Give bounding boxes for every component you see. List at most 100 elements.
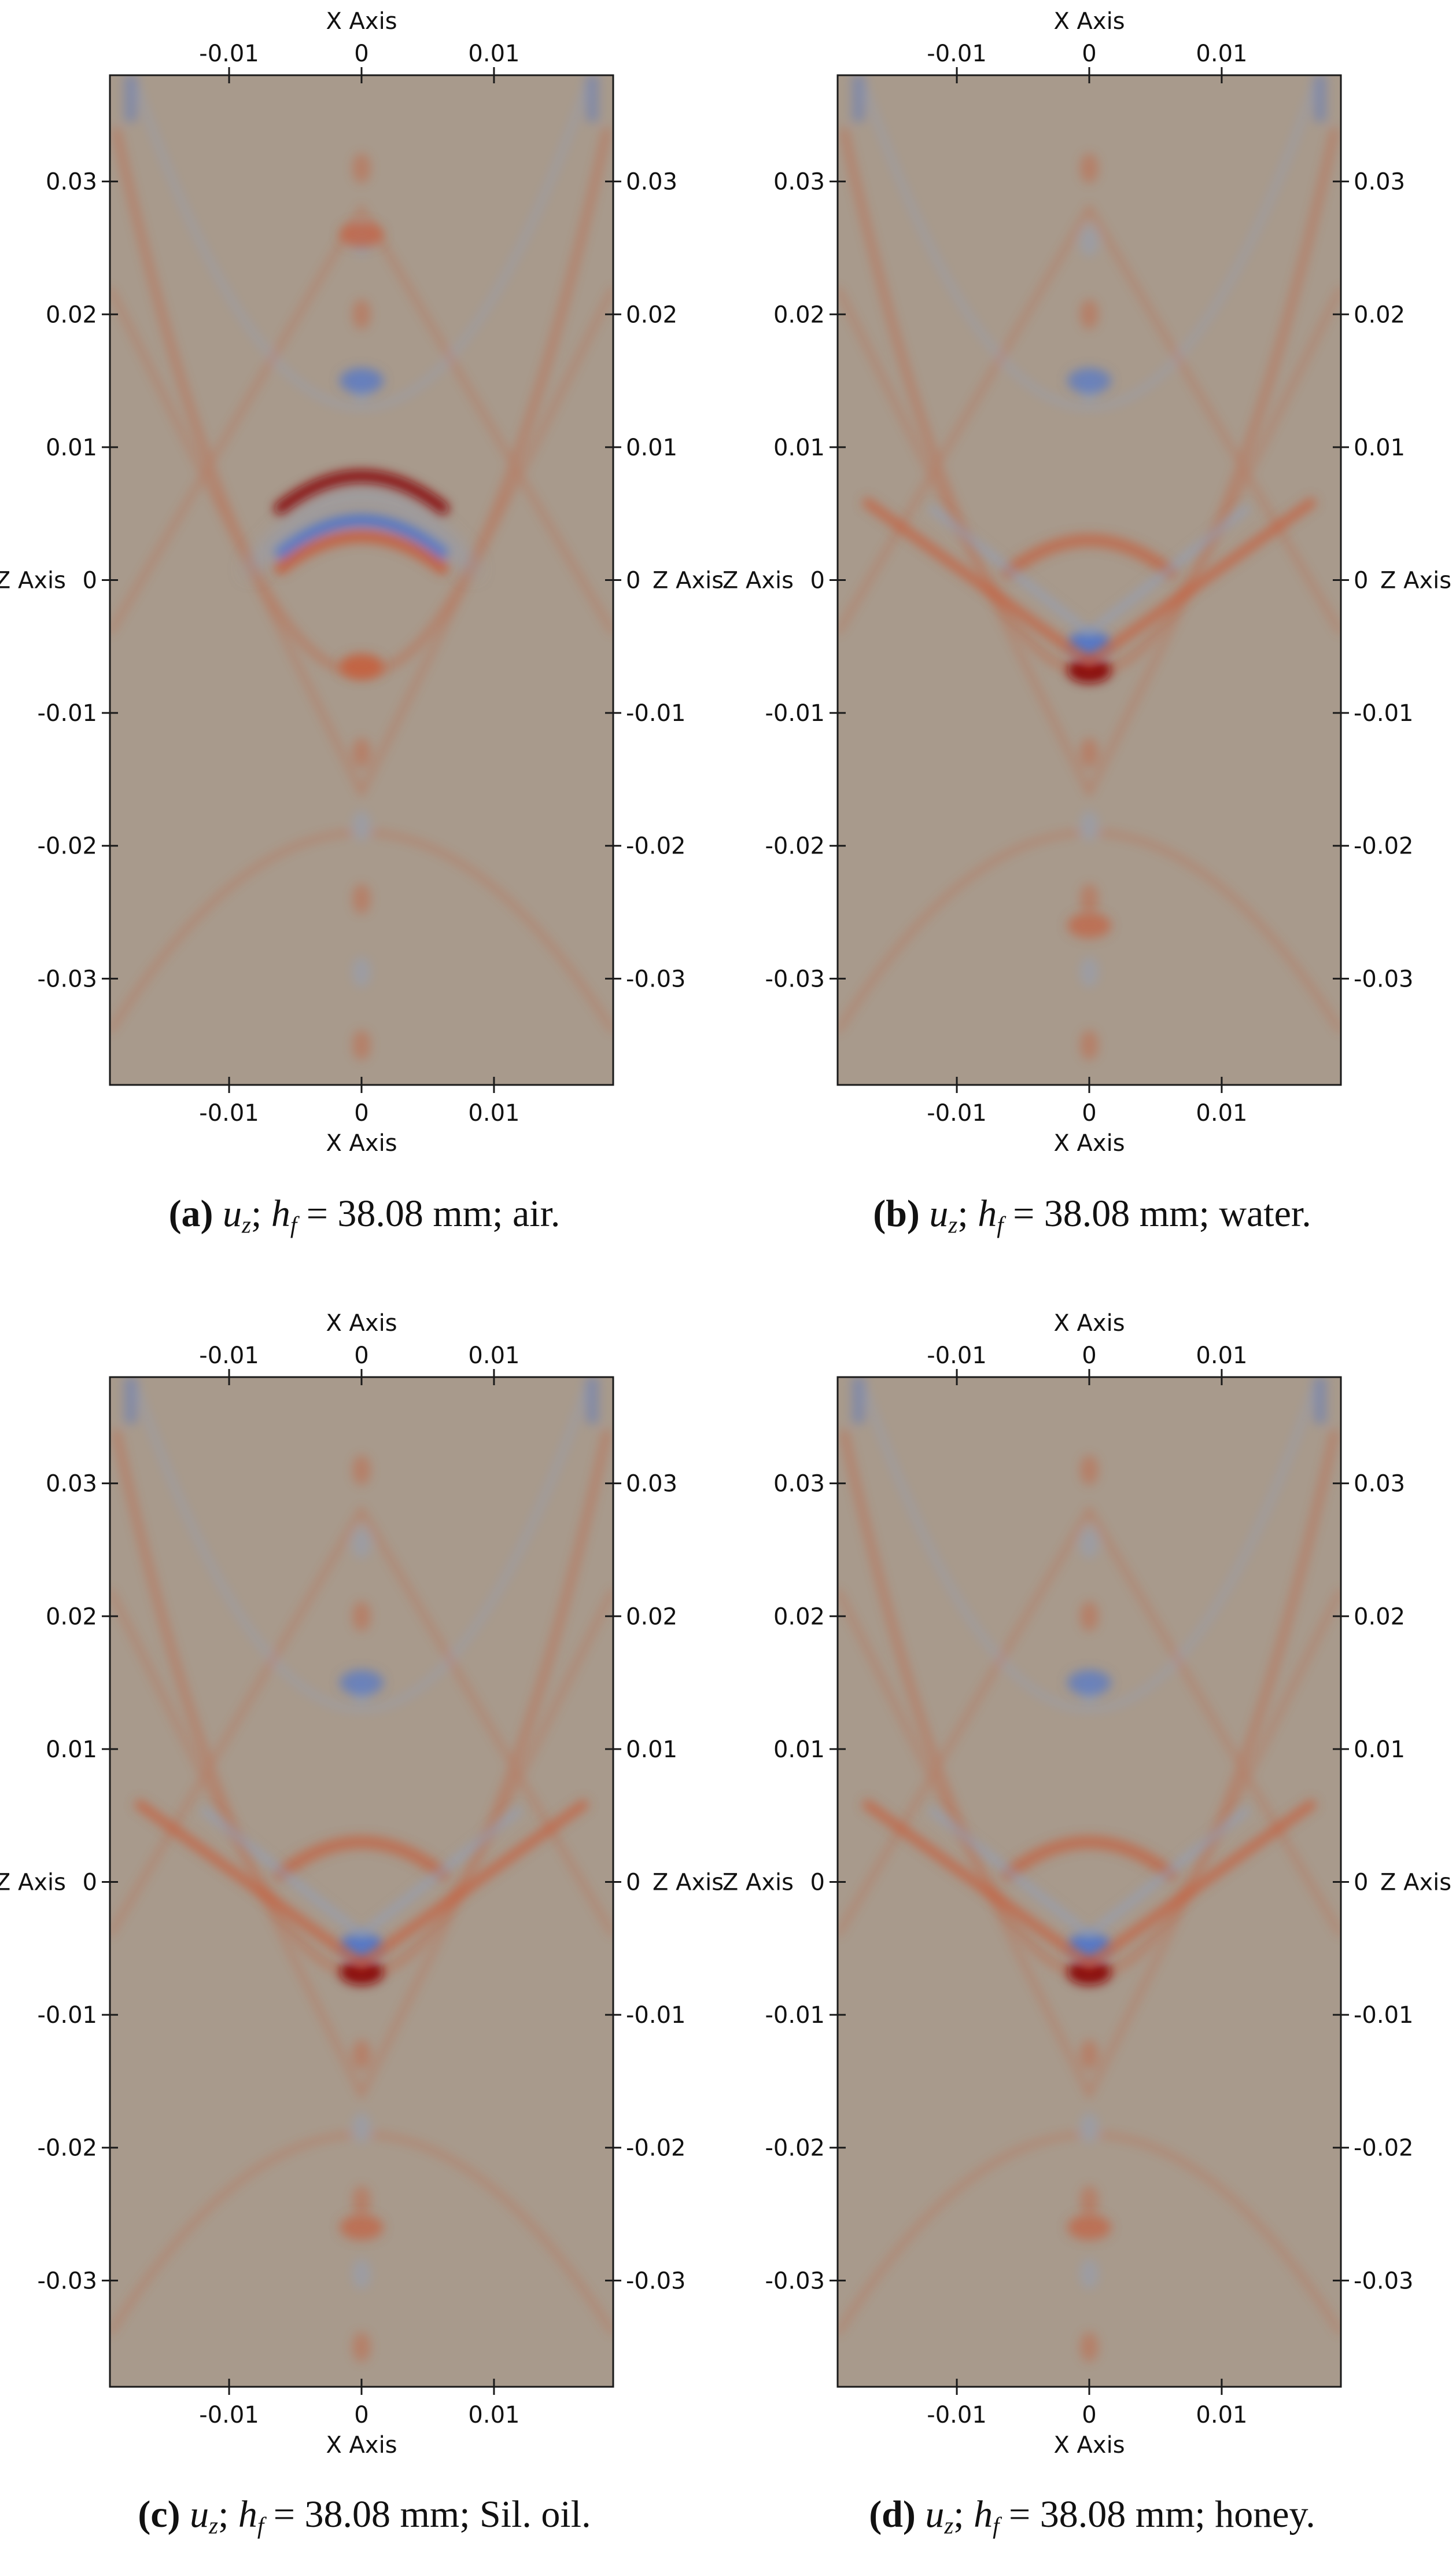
- caption-letter: (d): [869, 2493, 916, 2535]
- x-axis-label-top: X Axis: [326, 1310, 397, 1337]
- z-tick-label-right: 0.03: [1354, 1471, 1405, 1497]
- z-tick-label-left: 0.02: [773, 301, 825, 328]
- z-tick-label-left: 0.01: [46, 1736, 97, 1763]
- z-tick-label-right: 0.01: [1354, 1736, 1405, 1763]
- x-tick-label: -0.01: [927, 1342, 987, 1369]
- x-tick-label: 0.01: [1196, 1100, 1247, 1127]
- z-tick-label-left: -0.03: [765, 2268, 825, 2294]
- z-tick-label-right: 0.03: [1354, 169, 1405, 196]
- axis-blob: [1080, 884, 1099, 914]
- caption-h: h: [974, 2493, 993, 2535]
- caption-var-sub: z: [944, 2512, 954, 2539]
- x-tick-label: -0.01: [199, 2402, 259, 2428]
- caption-medium: Sil. oil.: [480, 2493, 591, 2535]
- axis-blob: [1080, 226, 1099, 257]
- axis-blob: [352, 1455, 371, 1485]
- caption-h: h: [238, 2493, 257, 2535]
- x-tick-label: -0.01: [927, 2402, 987, 2428]
- z-tick-label-left: -0.02: [38, 833, 98, 860]
- axis-blob: [352, 2258, 371, 2289]
- panel-plot-d: -0.01 -0.01 0 0 0.01 0.01 X Axis X Axis 0.03 0.03…: [723, 1310, 1451, 2459]
- axis-blob: [1080, 811, 1099, 841]
- caption-medium: air.: [512, 1193, 561, 1235]
- x-tick-label: 0: [354, 2402, 368, 2428]
- z-axis-label-right: Z Axis: [1380, 1870, 1451, 1896]
- axis-blob: [352, 2332, 371, 2362]
- axis-blob: [1080, 2039, 1099, 2070]
- wavefront-line: [110, 1588, 613, 2100]
- caption-h-sub: f: [290, 1212, 297, 1238]
- x-tick-label: 0.01: [468, 1342, 519, 1369]
- z-tick-label-right: 0: [626, 568, 640, 594]
- z-tick-label-left: 0: [83, 1870, 97, 1896]
- wavefront-arc: [858, 75, 1321, 411]
- subfigure-b: -0.01 -0.01 0 0 0.01 0.01 X Axis X Axis 0.03 0.03…: [723, 0, 1456, 1282]
- field-spot: [1067, 912, 1111, 939]
- z-tick-label-left: 0: [83, 568, 97, 594]
- caption-value: 38.08 mm;: [337, 1193, 503, 1235]
- panel-plot-c: -0.01 -0.01 0 0 0.01 0.01 X Axis X Axis 0.03 0.03…: [0, 1310, 724, 2459]
- axis-blob: [1080, 2332, 1099, 2362]
- z-tick-label-left: -0.02: [38, 2135, 98, 2162]
- z-tick-label-right: 0.03: [626, 1471, 677, 1497]
- x-tick-label: 0.01: [1196, 2402, 1247, 2428]
- z-tick-label-right: -0.03: [1354, 966, 1414, 992]
- axis-blob: [352, 2185, 371, 2216]
- field-spot: [1067, 657, 1111, 683]
- axis-blob: [352, 153, 371, 183]
- caption-letter: (c): [138, 2493, 180, 2535]
- caption-eq: =: [306, 1193, 328, 1235]
- z-axis-label-left: Z Axis: [723, 1870, 794, 1896]
- caption-eq: =: [1013, 1193, 1035, 1235]
- field-spot: [340, 653, 384, 679]
- z-tick-label-right: 0: [1354, 568, 1368, 594]
- z-tick-label-left: -0.01: [765, 700, 825, 727]
- wavefront-line: [838, 1588, 1341, 2100]
- axis-blob: [1080, 1030, 1099, 1061]
- z-tick-label-left: -0.03: [38, 966, 98, 992]
- z-tick-label-left: 0.01: [46, 435, 97, 461]
- heatmap-field: [110, 1377, 613, 2387]
- caption-h-sub: f: [257, 2512, 264, 2539]
- x-tick-label: 0.01: [1196, 1342, 1247, 1369]
- wavefront-line: [838, 203, 1341, 635]
- z-tick-label-left: -0.01: [38, 700, 98, 727]
- caption-value: 38.08 mm;: [1044, 1193, 1210, 1235]
- focal-wavefront: [928, 1806, 1250, 1939]
- z-tick-label-right: -0.01: [626, 700, 686, 727]
- z-tick-label-left: 0: [810, 568, 825, 594]
- z-tick-label-right: 0.02: [1354, 1603, 1405, 1630]
- focal-wavefront: [861, 496, 1317, 668]
- wavefront-arc: [130, 75, 593, 411]
- heatmap-field: [838, 1377, 1341, 2387]
- wavefront-arc: [858, 1377, 1321, 1713]
- field-spot: [1067, 2214, 1111, 2240]
- z-tick-label-right: 0.01: [1354, 435, 1405, 461]
- x-tick-label: -0.01: [199, 41, 259, 67]
- panel-plot-a: -0.01 -0.01 0 0 0.01 0.01 X Axis X Axis 0.03 0.03…: [0, 8, 724, 1157]
- edge-stripe: [1314, 1377, 1326, 1423]
- caption-c: (c) uz; hf = 38.08 mm; Sil. oil.: [138, 2493, 591, 2539]
- caption-var: u: [190, 2493, 209, 2535]
- caption-value: 38.08 mm;: [1040, 2493, 1206, 2535]
- field-spot: [340, 368, 384, 394]
- z-tick-label-right: -0.03: [626, 2268, 686, 2294]
- edge-stripe: [586, 75, 599, 122]
- field-spot: [340, 222, 384, 248]
- z-tick-label-right: -0.03: [1354, 2268, 1414, 2294]
- field-arc: [245, 492, 478, 575]
- caption-var-sub: z: [948, 1212, 958, 1238]
- z-tick-label-left: 0.03: [773, 169, 825, 196]
- axis-blob: [352, 2039, 371, 2070]
- axis-blob: [1080, 1528, 1099, 1559]
- x-tick-label: -0.01: [927, 41, 987, 67]
- x-tick-label: 0: [1082, 2402, 1096, 2428]
- caption-var-sub: z: [209, 2512, 219, 2539]
- field-spot: [1067, 368, 1111, 394]
- x-tick-label: -0.01: [199, 1342, 259, 1369]
- caption-var: u: [925, 2493, 945, 2535]
- subfigure-a: -0.01 -0.01 0 0 0.01 0.01 X Axis X Axis 0.03 0.03…: [0, 0, 728, 1282]
- x-tick-label: 0.01: [1196, 41, 1247, 67]
- z-tick-label-right: 0.02: [626, 301, 677, 328]
